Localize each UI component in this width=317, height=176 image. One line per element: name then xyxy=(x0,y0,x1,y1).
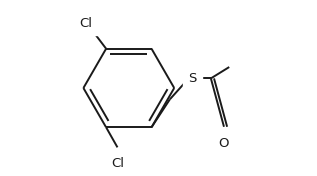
Text: O: O xyxy=(219,137,229,150)
Text: S: S xyxy=(188,72,197,85)
Text: Cl: Cl xyxy=(111,157,124,170)
Text: Cl: Cl xyxy=(79,17,92,30)
